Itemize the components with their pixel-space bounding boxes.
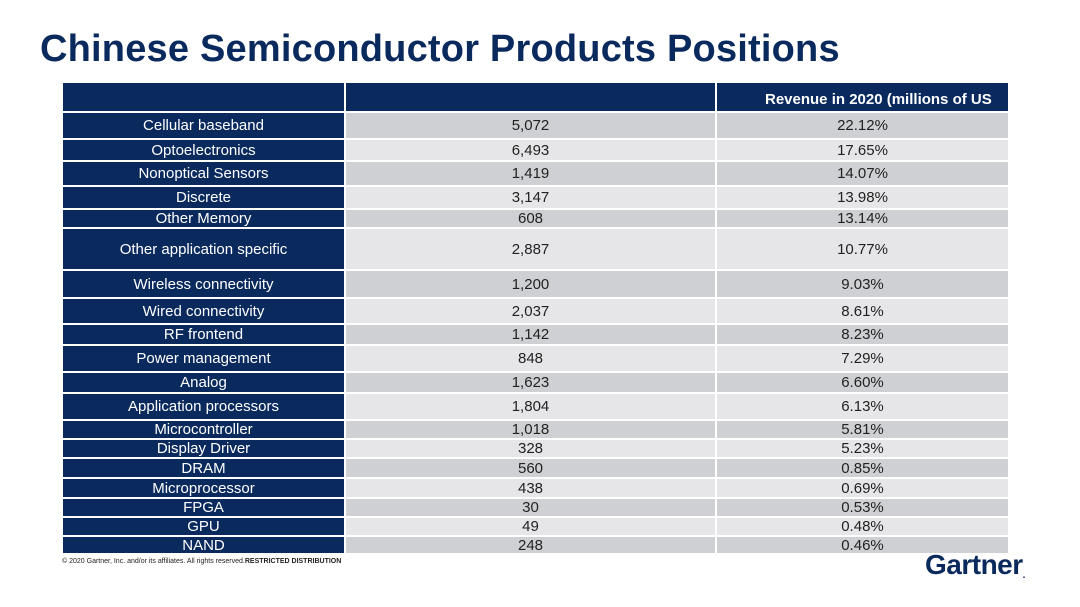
share-cell: 8.61% xyxy=(717,299,1010,325)
revenue-cell: 1,018 xyxy=(346,421,717,440)
share-cell: 6.60% xyxy=(717,373,1010,394)
logo-mark: . xyxy=(1022,570,1026,581)
restricted-label: RESTRICTED DISTRIBUTION xyxy=(244,558,342,565)
table-row: Optoelectronics 6,493 17.65% xyxy=(63,140,1010,162)
table-row: Power management 848 7.29% xyxy=(63,346,1010,373)
share-cell: 0.85% xyxy=(717,459,1010,479)
product-name-cell: Analog xyxy=(63,373,346,394)
share-cell: 0.46% xyxy=(717,537,1010,555)
revenue-cell: 2,037 xyxy=(346,299,717,325)
product-name-cell: GPU xyxy=(63,518,346,537)
product-name-cell: Other Memory xyxy=(63,210,346,229)
product-name-cell: DRAM xyxy=(63,459,346,479)
share-cell: 17.65% xyxy=(717,140,1010,162)
copyright-text: © 2020 Gartner, Inc. and/or its affiliat… xyxy=(62,558,245,565)
product-name-cell: Optoelectronics xyxy=(63,140,346,162)
product-name-cell: Wired connectivity xyxy=(63,299,346,325)
revenue-cell: 1,142 xyxy=(346,325,717,346)
table-row: NAND 248 0.46% xyxy=(63,537,1010,555)
revenue-cell: 608 xyxy=(346,210,717,229)
table-row: DRAM 560 0.85% xyxy=(63,459,1010,479)
product-name-cell: Microcontroller xyxy=(63,421,346,440)
header-revenue xyxy=(346,83,717,113)
table-row: Nonoptical Sensors 1,419 14.07% xyxy=(63,162,1010,187)
share-cell: 5.23% xyxy=(717,440,1010,459)
product-name-cell: Display Driver xyxy=(63,440,346,459)
table-row: Wired connectivity 2,037 8.61% xyxy=(63,299,1010,325)
revenue-cell: 848 xyxy=(346,346,717,373)
table-header-row: Revenue in 2020 (millions of US xyxy=(63,83,1010,113)
products-table-container: Revenue in 2020 (millions of US Cellular… xyxy=(63,83,1010,555)
revenue-cell: 438 xyxy=(346,479,717,499)
share-cell: 7.29% xyxy=(717,346,1010,373)
revenue-cell: 1,804 xyxy=(346,394,717,421)
share-cell: 0.69% xyxy=(717,479,1010,499)
table-row: Other application specific 2,887 10.77% xyxy=(63,229,1010,271)
share-cell: 9.03% xyxy=(717,271,1010,299)
revenue-cell: 1,419 xyxy=(346,162,717,187)
page-title: Chinese Semiconductor Products Positions xyxy=(40,28,840,70)
table-row: Application processors 1,804 6.13% xyxy=(63,394,1010,421)
product-name-cell: Cellular baseband xyxy=(63,113,346,140)
copyright-footer: © 2020 Gartner, Inc. and/or its affiliat… xyxy=(62,558,341,565)
header-product xyxy=(63,83,346,113)
revenue-cell: 1,200 xyxy=(346,271,717,299)
table-row: Microprocessor 438 0.69% xyxy=(63,479,1010,499)
header-share: Revenue in 2020 (millions of US xyxy=(717,83,1010,113)
share-cell: 14.07% xyxy=(717,162,1010,187)
share-cell: 13.14% xyxy=(717,210,1010,229)
table-body: Cellular baseband 5,072 22.12% Optoelectron… xyxy=(63,113,1010,555)
product-name-cell: Discrete xyxy=(63,187,346,210)
share-cell: 22.12% xyxy=(717,113,1010,140)
product-name-cell: Microprocessor xyxy=(63,479,346,499)
product-name-cell: FPGA xyxy=(63,499,346,518)
product-name-cell: Power management xyxy=(63,346,346,373)
table-row: Display Driver 328 5.23% xyxy=(63,440,1010,459)
revenue-cell: 3,147 xyxy=(346,187,717,210)
table-row: Wireless connectivity 1,200 9.03% xyxy=(63,271,1010,299)
table-row: Analog 1,623 6.60% xyxy=(63,373,1010,394)
table-row: Cellular baseband 5,072 22.12% xyxy=(63,113,1010,140)
table-row: Discrete 3,147 13.98% xyxy=(63,187,1010,210)
share-cell: 10.77% xyxy=(717,229,1010,271)
product-name-cell: NAND xyxy=(63,537,346,555)
revenue-cell: 30 xyxy=(346,499,717,518)
share-cell: 6.13% xyxy=(717,394,1010,421)
products-table: Revenue in 2020 (millions of US Cellular… xyxy=(63,83,1010,555)
revenue-cell: 2,887 xyxy=(346,229,717,271)
table-row: Other Memory 608 13.14% xyxy=(63,210,1010,229)
share-cell: 13.98% xyxy=(717,187,1010,210)
revenue-cell: 560 xyxy=(346,459,717,479)
revenue-cell: 1,623 xyxy=(346,373,717,394)
table-row: FPGA 30 0.53% xyxy=(63,499,1010,518)
product-name-cell: Other application specific xyxy=(63,229,346,271)
logo-text: Gartner xyxy=(925,549,1023,580)
gartner-logo: Gartner. xyxy=(925,549,1026,581)
table-row: Microcontroller 1,018 5.81% xyxy=(63,421,1010,440)
share-cell: 0.53% xyxy=(717,499,1010,518)
revenue-cell: 49 xyxy=(346,518,717,537)
table-row: RF frontend 1,142 8.23% xyxy=(63,325,1010,346)
revenue-cell: 5,072 xyxy=(346,113,717,140)
product-name-cell: RF frontend xyxy=(63,325,346,346)
table-row: GPU 49 0.48% xyxy=(63,518,1010,537)
product-name-cell: Wireless connectivity xyxy=(63,271,346,299)
revenue-cell: 6,493 xyxy=(346,140,717,162)
revenue-cell: 328 xyxy=(346,440,717,459)
share-cell: 5.81% xyxy=(717,421,1010,440)
product-name-cell: Application processors xyxy=(63,394,346,421)
revenue-cell: 248 xyxy=(346,537,717,555)
share-cell: 8.23% xyxy=(717,325,1010,346)
product-name-cell: Nonoptical Sensors xyxy=(63,162,346,187)
share-cell: 0.48% xyxy=(717,518,1010,537)
